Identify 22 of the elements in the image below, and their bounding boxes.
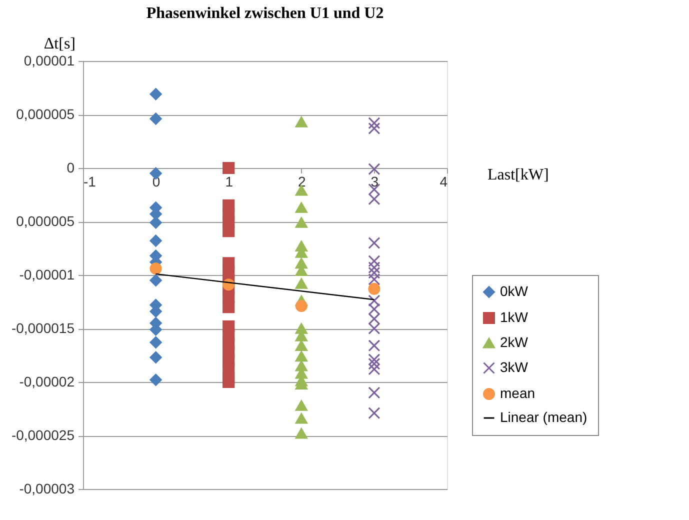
y-tick-label: -0,00001: [19, 266, 75, 282]
legend-label: Linear (mean): [500, 409, 588, 425]
legend-label: 1kW: [500, 309, 529, 325]
chart-title: Phasenwinkel zwischen U1 und U2: [146, 5, 384, 22]
legend-label: 2kW: [500, 334, 529, 350]
x-axis-title: Last[kW]: [488, 166, 549, 184]
y-tick-label: -0,00003: [19, 480, 75, 496]
legend-label: 0kW: [500, 283, 529, 299]
x-tick-label: 1: [225, 174, 234, 190]
y-axis-title: Δt[s]: [44, 36, 76, 52]
legend-label: 3kW: [500, 359, 529, 375]
y-tick-label: 0,000005: [16, 106, 75, 122]
x-tick-label: -1: [84, 174, 96, 190]
x-tick-label: 3: [370, 174, 379, 190]
y-tick-label: -0,000015: [11, 320, 75, 336]
y-tick-label: 0: [66, 160, 75, 176]
y-tick-label: 0,000005: [16, 213, 75, 229]
legend-label: mean: [500, 385, 536, 401]
y-tick-label: -0,00002: [19, 374, 75, 390]
y-tick-label: -0,000025: [11, 427, 75, 443]
y-tick-label: 0,00001: [24, 52, 75, 68]
x-tick-label: 4: [440, 174, 448, 190]
